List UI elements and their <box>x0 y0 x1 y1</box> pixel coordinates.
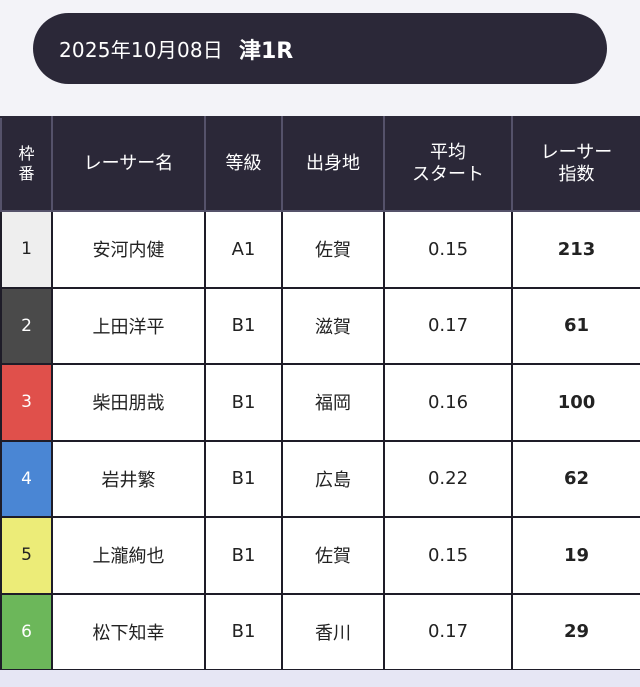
origin-cell: 佐賀 <box>281 516 385 595</box>
column-header-origin: 出身地 <box>281 116 385 212</box>
column-header-waku: 枠 番 <box>0 116 53 212</box>
table-row: 4 岩井繁 B1 広島 0.22 62 <box>0 439 640 518</box>
column-header-line: スタート <box>412 164 484 185</box>
column-header-line: 平均 <box>430 142 466 163</box>
origin-cell: 滋賀 <box>281 286 385 365</box>
table-header-row: 枠 番 レーサー名 等級 出身地 平均 スタート レーサー 指数 <box>0 116 640 212</box>
table-row: 1 安河内健 A1 佐賀 0.15 213 <box>0 210 640 289</box>
waku-cell: 5 <box>0 516 53 595</box>
racer-name-cell: 上田洋平 <box>51 286 206 365</box>
column-header-line: レーサー名 <box>83 153 174 174</box>
racer-name-cell: 柴田朋哉 <box>51 363 206 442</box>
table-row: 2 上田洋平 B1 滋賀 0.17 61 <box>0 286 640 365</box>
avg-start-cell: 0.17 <box>383 592 513 671</box>
grade-cell: B1 <box>204 286 283 365</box>
table-row: 5 上瀧絢也 B1 佐賀 0.15 19 <box>0 516 640 595</box>
avg-start-cell: 0.15 <box>383 210 513 289</box>
column-header-line: 番 <box>18 164 35 183</box>
column-header-racer-index: レーサー 指数 <box>511 116 640 212</box>
waku-cell: 2 <box>0 286 53 365</box>
column-header-line: 等級 <box>225 153 262 174</box>
grade-cell: B1 <box>204 516 283 595</box>
racer-name-cell: 松下知幸 <box>51 592 206 671</box>
avg-start-cell: 0.17 <box>383 286 513 365</box>
race-date: 2025年10月08日 <box>59 38 223 62</box>
bottom-strip <box>0 670 640 687</box>
racer-name-cell: 安河内健 <box>51 210 206 289</box>
table-row: 6 松下知幸 B1 香川 0.17 29 <box>0 592 640 671</box>
racer-name-cell: 岩井繁 <box>51 439 206 518</box>
racer-name-cell: 上瀧絢也 <box>51 516 206 595</box>
column-header-line: 枠 <box>18 144 35 163</box>
racer-table: 枠 番 レーサー名 等級 出身地 平均 スタート レーサー 指数 1 <box>0 116 640 671</box>
origin-cell: 佐賀 <box>281 210 385 289</box>
table-row: 3 柴田朋哉 B1 福岡 0.16 100 <box>0 363 640 442</box>
origin-cell: 香川 <box>281 592 385 671</box>
avg-start-cell: 0.15 <box>383 516 513 595</box>
origin-cell: 広島 <box>281 439 385 518</box>
grade-cell: B1 <box>204 439 283 518</box>
origin-cell: 福岡 <box>281 363 385 442</box>
grade-cell: B1 <box>204 363 283 442</box>
racer-index-cell: 100 <box>511 363 640 442</box>
column-header-line: 出身地 <box>306 153 360 174</box>
avg-start-cell: 0.16 <box>383 363 513 442</box>
race-title: 津1R <box>239 38 294 64</box>
column-header-avg-start: 平均 スタート <box>383 116 513 212</box>
column-header-line: 指数 <box>558 164 595 185</box>
racer-index-cell: 213 <box>511 210 640 289</box>
waku-cell: 6 <box>0 592 53 671</box>
grade-cell: B1 <box>204 592 283 671</box>
racer-index-cell: 61 <box>511 286 640 365</box>
waku-cell: 3 <box>0 363 53 442</box>
racer-index-cell: 29 <box>511 592 640 671</box>
waku-cell: 4 <box>0 439 53 518</box>
grade-cell: A1 <box>204 210 283 289</box>
column-header-line: レーサー <box>540 142 613 163</box>
racer-index-cell: 62 <box>511 439 640 518</box>
race-header: 2025年10月08日 津1R <box>33 13 607 84</box>
column-header-grade: 等級 <box>204 116 283 212</box>
avg-start-cell: 0.22 <box>383 439 513 518</box>
waku-cell: 1 <box>0 210 53 289</box>
column-header-racer-name: レーサー名 <box>51 116 206 212</box>
racer-index-cell: 19 <box>511 516 640 595</box>
